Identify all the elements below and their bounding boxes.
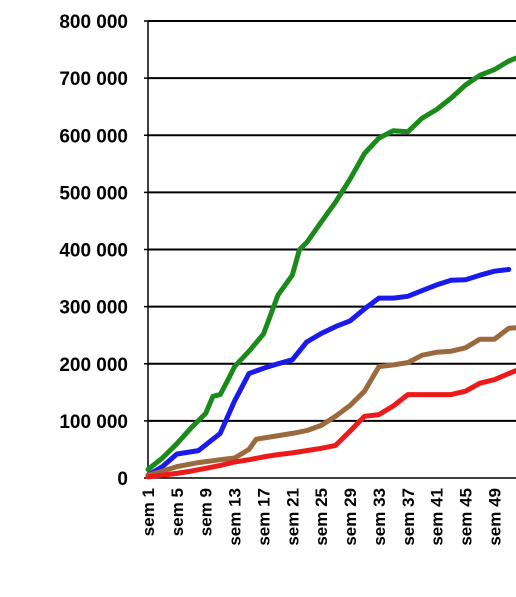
x-tick-label: sem 33 — [370, 488, 389, 546]
y-tick-label: 200 000 — [59, 355, 128, 376]
series-line-1 — [145, 55, 516, 472]
axes — [144, 20, 516, 479]
series-lines — [145, 55, 516, 480]
series-line-4 — [145, 368, 516, 480]
gridlines — [148, 20, 516, 422]
x-tick-label: sem 5 — [168, 488, 187, 536]
y-tick-labels: 0 100 000 200 000 300 000 400 000 500 000 600 … — [59, 12, 128, 490]
y-tick-label: 400 000 — [59, 241, 128, 262]
series-line-2 — [145, 267, 512, 478]
x-tick-label: sem 1 — [139, 488, 158, 536]
x-tick-label: sem 29 — [341, 488, 360, 546]
x-tick-label: sem 17 — [254, 488, 273, 546]
y-tick-label: 600 000 — [59, 126, 128, 147]
x-tick-label: sem 21 — [283, 488, 302, 546]
x-tick-label: sem 41 — [428, 488, 447, 546]
x-tick-label: sem 49 — [485, 488, 504, 546]
y-tick-label: 700 000 — [59, 69, 128, 90]
x-tick-label: sem 13 — [226, 488, 245, 546]
x-tick-labels: sem 1 sem 5 sem 9 sem 13 sem 17 sem 21 sem 25 s… — [139, 488, 504, 546]
y-tick-label: 0 — [117, 469, 128, 490]
y-tick-label: 100 000 — [59, 412, 128, 433]
y-tick-label: 500 000 — [59, 183, 128, 204]
series-line-3 — [145, 325, 516, 478]
x-tick-label: sem 37 — [399, 488, 418, 546]
x-tick-label: sem 25 — [312, 488, 331, 546]
x-tick-label: sem 45 — [456, 488, 475, 546]
y-tick-label: 300 000 — [59, 298, 128, 319]
y-tick-label: 800 000 — [59, 12, 128, 33]
x-tick-label: sem 9 — [197, 488, 216, 536]
